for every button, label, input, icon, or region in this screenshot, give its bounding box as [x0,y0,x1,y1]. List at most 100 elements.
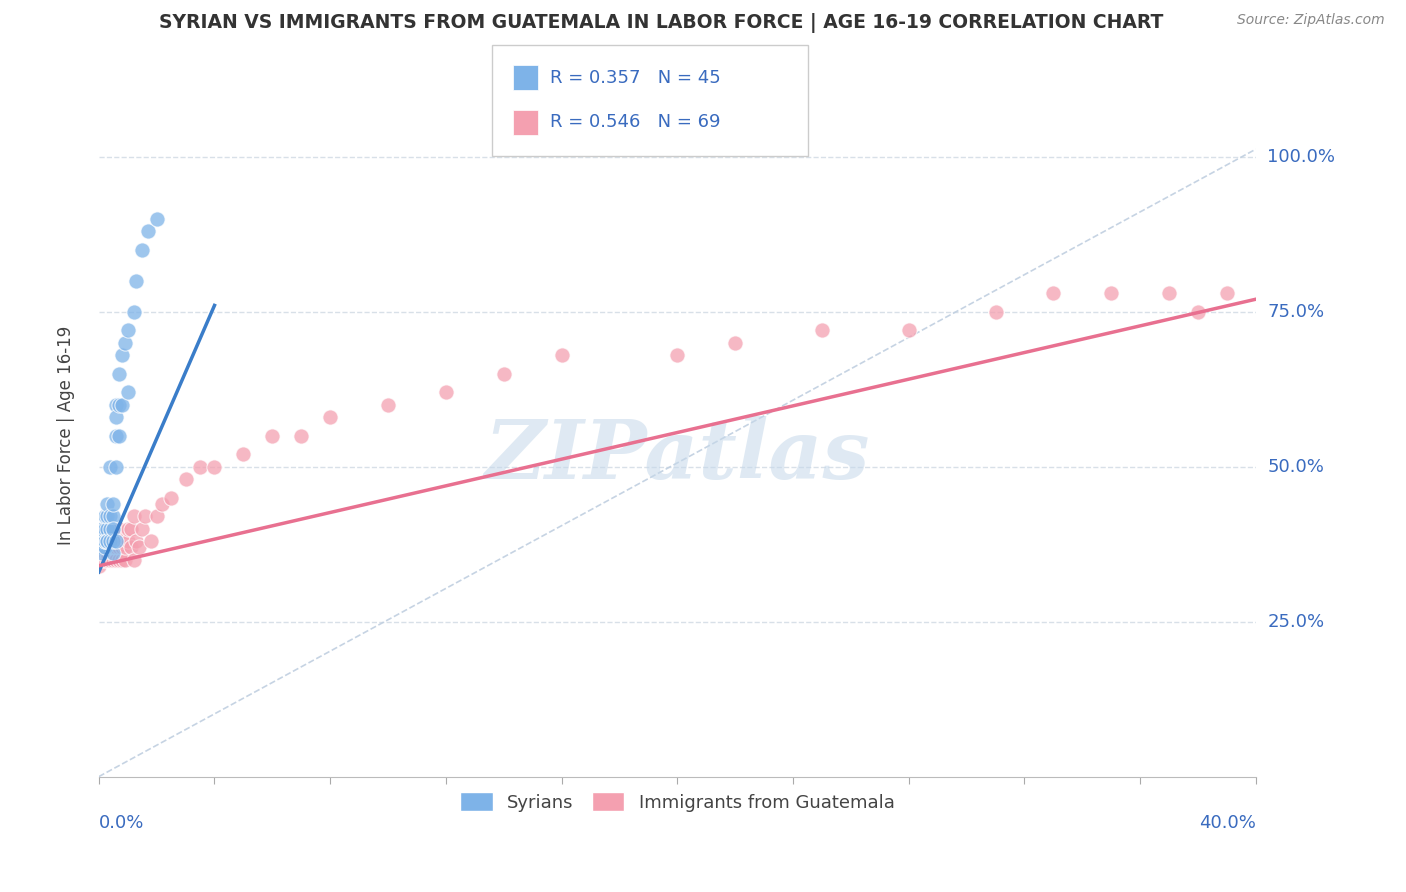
Point [105,410,128,425]
Point [103,534,125,549]
Point [96,540,118,554]
Point [145,509,167,524]
Text: 100.0%: 100.0% [1267,147,1336,166]
Point [131,243,153,257]
Point [117,522,139,536]
Point [724,335,747,350]
Point [98,459,121,474]
Text: ZIPatlas: ZIPatlas [485,416,870,496]
Point [90,528,112,542]
Point [666,348,689,362]
Point [98,552,121,566]
Point [96,552,118,566]
Point [111,398,134,412]
Point [114,552,136,566]
Point [96,509,118,524]
Point [120,522,142,536]
Point [108,540,131,554]
Point [96,534,118,549]
Point [174,472,197,486]
Point [550,348,572,362]
Text: 75.0%: 75.0% [1267,302,1324,320]
Point [90,522,112,536]
Text: SYRIAN VS IMMIGRANTS FROM GUATEMALA IN LABOR FORCE | AGE 16-19 CORRELATION CHART: SYRIAN VS IMMIGRANTS FROM GUATEMALA IN L… [159,13,1163,33]
Point [136,224,159,238]
Point [103,546,125,560]
Point [98,534,121,549]
Point [319,410,342,425]
Point [117,385,139,400]
Text: R = 0.546   N = 69: R = 0.546 N = 69 [550,113,720,131]
Point [98,540,121,554]
Point [96,546,118,560]
Point [1157,285,1180,300]
Point [105,552,128,566]
Point [93,522,115,536]
Point [105,428,128,442]
Point [93,534,115,549]
Legend: Syrians, Immigrants from Guatemala: Syrians, Immigrants from Guatemala [453,785,901,819]
Point [492,367,515,381]
Point [122,304,145,318]
Point [105,398,128,412]
Point [117,323,139,337]
Point [90,546,112,560]
Point [984,304,1007,318]
Point [122,552,145,566]
Point [114,540,136,554]
Point [105,534,128,549]
Point [103,540,125,554]
Point [90,534,112,549]
Point [90,546,112,560]
Point [103,522,125,536]
Point [128,540,150,554]
Point [204,459,226,474]
Point [103,522,125,536]
Point [125,534,148,549]
Point [87,558,110,573]
Point [105,540,128,554]
Point [108,522,131,536]
Point [1187,304,1209,318]
Point [87,528,110,542]
Point [897,323,920,337]
Point [1216,285,1239,300]
Point [139,534,162,549]
Point [111,534,134,549]
Point [87,534,110,549]
Point [96,522,118,536]
Point [103,552,125,566]
Point [105,459,128,474]
Text: R = 0.357   N = 45: R = 0.357 N = 45 [550,69,720,87]
Point [93,540,115,554]
Point [90,552,112,566]
Point [1042,285,1064,300]
Point [103,497,125,511]
Point [98,522,121,536]
Point [117,534,139,549]
Point [93,540,115,554]
Point [103,509,125,524]
Text: 40.0%: 40.0% [1199,814,1256,832]
Point [120,540,142,554]
Point [108,552,131,566]
Point [188,459,211,474]
Point [90,540,112,554]
Point [93,546,115,560]
Point [93,534,115,549]
Point [93,509,115,524]
Point [145,211,167,226]
Point [262,428,284,442]
Point [108,367,131,381]
Point [90,534,112,549]
Point [1099,285,1122,300]
Point [90,534,112,549]
Point [111,540,134,554]
Point [103,534,125,549]
Y-axis label: In Labor Force | Age 16-19: In Labor Force | Age 16-19 [58,326,75,545]
Point [111,552,134,566]
Point [377,398,399,412]
Point [105,534,128,549]
Point [87,546,110,560]
Point [98,522,121,536]
